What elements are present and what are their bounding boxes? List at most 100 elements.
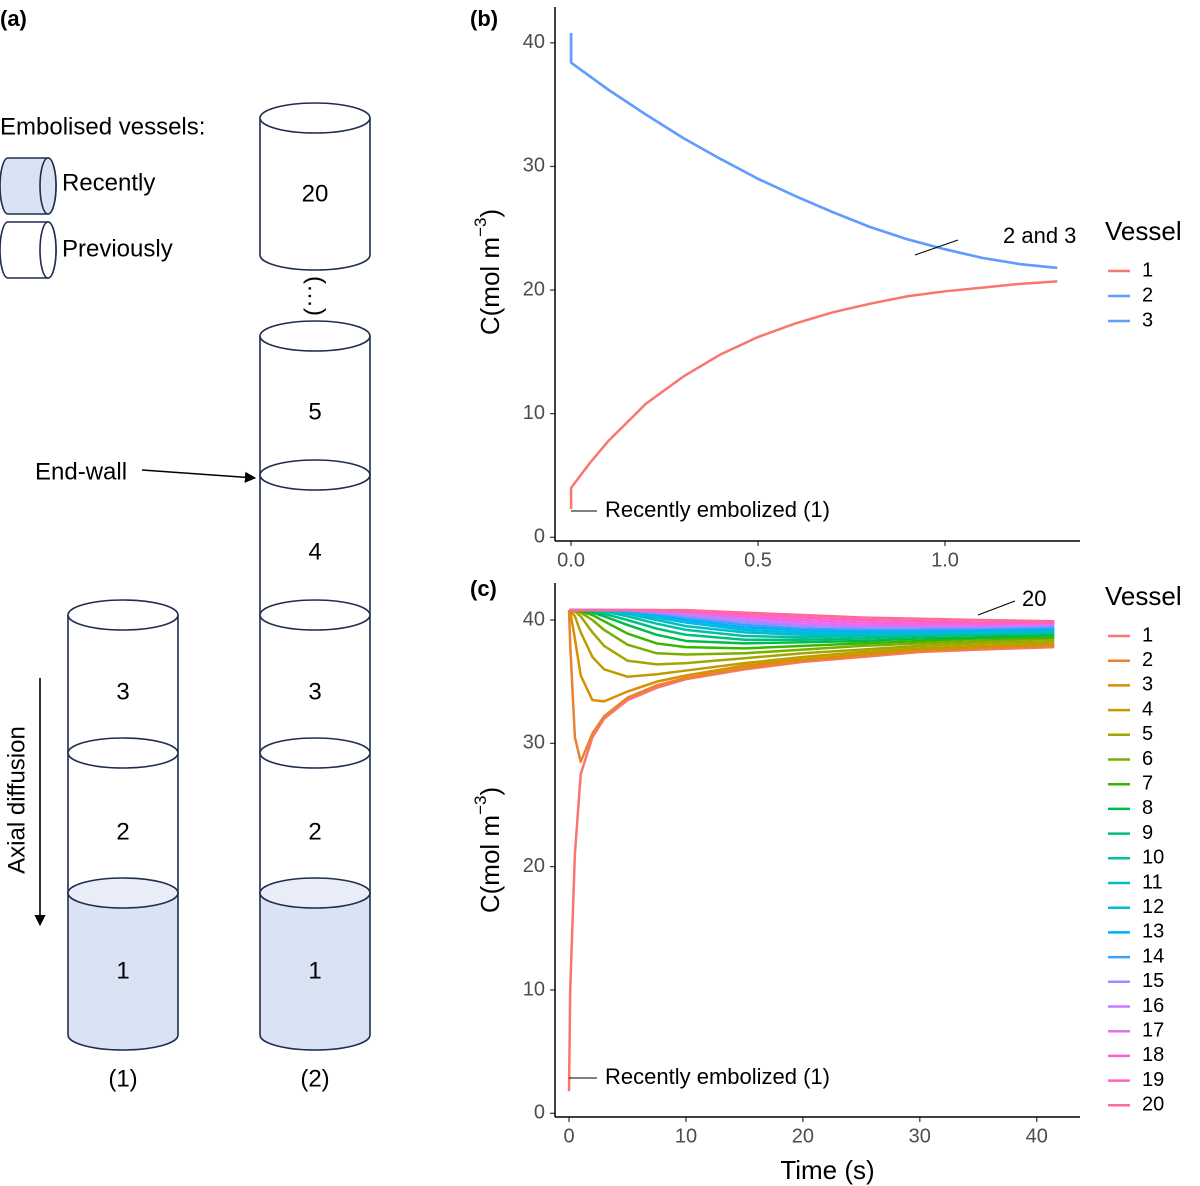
series-line	[568, 609, 1055, 703]
legend-label: 4	[1142, 698, 1153, 720]
vessel-label: 1	[116, 957, 129, 984]
legend-label: 8	[1142, 797, 1153, 819]
vessel	[259, 118, 371, 271]
legend-item: Recently	[62, 169, 155, 196]
panel-label: (b)	[470, 6, 498, 31]
x-tick-label: 1.0	[931, 549, 959, 571]
legend-item: Previously	[62, 235, 173, 262]
y-tick-label: 20	[523, 855, 545, 877]
legend-label: 3	[1142, 309, 1153, 331]
legend-label: 2	[1142, 649, 1153, 671]
y-axis-label: C(mol m−3)	[471, 787, 504, 913]
y-axis-label: C(mol m−3)	[471, 209, 504, 335]
legend-icon	[39, 157, 57, 215]
panel-label: (c)	[470, 576, 497, 601]
end-wall	[259, 877, 371, 909]
legend-label: 18	[1142, 1044, 1164, 1066]
end-wall-label: End-wall	[35, 458, 127, 485]
series-line	[569, 280, 1058, 509]
y-label-close: )	[475, 787, 505, 796]
diagram: Embolised vessels: Recently Previously 3…	[0, 102, 371, 1092]
legend-label: 14	[1142, 945, 1164, 967]
y-tick-label: 40	[523, 608, 545, 630]
legend-label: 10	[1142, 847, 1164, 869]
annotation: Recently embolized (1)	[605, 497, 830, 522]
series-line	[568, 608, 1055, 678]
vessel-label: 3	[308, 678, 321, 705]
end-wall	[67, 599, 179, 631]
y-label-text: C(mol m	[475, 815, 505, 913]
series-line	[568, 608, 1055, 666]
legend-title: Vessel	[1105, 581, 1182, 611]
legend-label: 6	[1142, 748, 1153, 770]
end-wall	[67, 877, 179, 909]
x-tick-label: 0.5	[744, 549, 772, 571]
y-tick-label: 20	[523, 278, 545, 300]
vessel-embolised	[259, 892, 371, 1051]
end-wall	[259, 102, 371, 134]
axial-diffusion-label: Axial diffusion	[3, 726, 30, 874]
legend-title: Embolised vessels:	[0, 113, 205, 140]
annotation: Recently embolized (1)	[605, 1064, 830, 1089]
y-tick-label: 30	[523, 732, 545, 754]
legend-label: 5	[1142, 723, 1153, 745]
x-tick-label: 10	[675, 1125, 697, 1147]
vessel-label: 1	[308, 957, 321, 984]
y-label-sup: −3	[471, 218, 490, 237]
legend-label: 13	[1142, 921, 1164, 943]
y-label-close: )	[475, 209, 505, 218]
column-label: (2)	[300, 1065, 329, 1092]
vessel-label: 20	[302, 180, 329, 207]
legend-label: 3	[1142, 674, 1153, 696]
series-line	[569, 32, 1058, 270]
y-label-text: C(mol m	[475, 237, 505, 335]
arrow	[141, 469, 257, 483]
vessel-label: 5	[308, 398, 321, 425]
annotation-leader	[977, 600, 1016, 616]
legend-label: 1	[1142, 624, 1153, 646]
end-wall	[259, 320, 371, 352]
legend-label: 7	[1142, 772, 1153, 794]
y-tick-label: 30	[523, 155, 545, 177]
vessel-label: 2	[308, 818, 321, 845]
x-tick-label: 30	[909, 1125, 931, 1147]
x-axis-label: Time (s)	[780, 1155, 874, 1185]
y-tick-label: 10	[523, 402, 545, 424]
y-tick-label: 10	[523, 978, 545, 1000]
x-tick-label: 40	[1026, 1125, 1048, 1147]
annotation: 20	[1022, 586, 1046, 611]
x-tick-label: 20	[792, 1125, 814, 1147]
legend-label: 20	[1142, 1094, 1164, 1116]
end-wall	[259, 599, 371, 631]
end-wall	[259, 737, 371, 769]
legend-label: 19	[1142, 1069, 1164, 1091]
legend-label: 9	[1142, 822, 1153, 844]
column-label: (1)	[108, 1065, 137, 1092]
y-label-sup: −3	[471, 796, 490, 815]
series-line	[569, 32, 1058, 270]
legend-label: 12	[1142, 896, 1164, 918]
legend-title: Vessel	[1105, 216, 1182, 246]
annotation-leader	[914, 239, 959, 256]
y-tick-label: 40	[523, 31, 545, 53]
vessel-embolised	[67, 892, 179, 1051]
end-wall	[67, 737, 179, 769]
vessel-label: 4	[308, 538, 321, 565]
annotation: 2 and 3	[1003, 223, 1076, 248]
series-line	[567, 645, 1055, 1092]
panel-label: (a)	[0, 6, 27, 31]
legend-label: 1	[1142, 259, 1153, 281]
x-tick-label: 0	[563, 1125, 574, 1147]
legend-label: 15	[1142, 970, 1164, 992]
legend-label: 17	[1142, 1019, 1164, 1041]
vessel-label: 2	[116, 818, 129, 845]
legend-label: 16	[1142, 995, 1164, 1017]
vessel-label: 3	[116, 678, 129, 705]
y-tick-label: 0	[534, 526, 545, 548]
legend-label: 2	[1142, 284, 1153, 306]
end-wall	[259, 459, 371, 491]
y-tick-label: 0	[534, 1102, 545, 1124]
ellipsis: (…)	[303, 276, 330, 316]
legend-icon	[39, 221, 57, 279]
